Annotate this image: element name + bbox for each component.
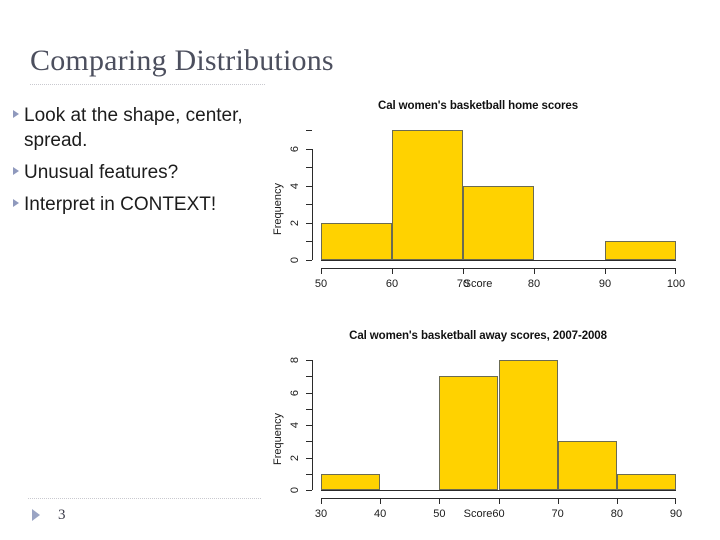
x-axis-tick — [616, 498, 618, 504]
x-axis-tick — [439, 498, 441, 504]
x-tick-label: 100 — [666, 278, 686, 290]
y-axis-tick — [306, 260, 312, 261]
y-axis-minor-tick — [306, 167, 312, 169]
x-tick-label: 90 — [598, 278, 612, 290]
y-axis-minor-tick — [306, 376, 312, 378]
histogram-home-scores: Cal women's basketball home scores Frequ… — [258, 100, 698, 300]
y-tick-label: 0 — [289, 256, 301, 264]
x-axis-tick — [675, 268, 676, 274]
y-axis-tick — [306, 490, 312, 491]
bullet-list: Look at the shape, center, spread. Unusu… — [8, 103, 258, 224]
x-axis-tick — [321, 268, 322, 274]
y-axis-tick — [306, 392, 312, 394]
x-tick-label: 70 — [456, 278, 470, 290]
x-axis-tick — [605, 268, 606, 274]
triangle-footer-icon — [32, 509, 40, 521]
x-axis-label: Score — [463, 278, 493, 290]
y-axis-tick — [306, 360, 312, 361]
x-tick-label: 50 — [314, 278, 328, 290]
list-item: Unusual features? — [8, 160, 258, 185]
y-axis-minor-tick — [306, 204, 312, 206]
triangle-bullet-icon — [8, 192, 24, 207]
bullet-text: Look at the shape, center, spread. — [24, 105, 243, 151]
y-axis-minor-tick — [306, 241, 312, 243]
chart-title: Cal women's basketball home scores — [377, 100, 579, 112]
bullet-text: Interpret in CONTEXT! — [24, 194, 217, 215]
y-tick-label: 8 — [289, 356, 301, 364]
y-axis-line — [312, 148, 313, 260]
triangle-bullet-icon — [8, 103, 24, 118]
histogram-bar — [321, 222, 392, 260]
x-tick-label: 60 — [385, 278, 399, 290]
x-tick-label: 70 — [551, 508, 564, 520]
y-axis-label: Frequency — [272, 413, 284, 465]
y-tick-label: 2 — [289, 454, 301, 461]
y-axis-minor-tick — [306, 473, 312, 475]
x-axis-tick — [321, 498, 322, 504]
bullet-text: Unusual features? — [24, 162, 179, 183]
list-item: Look at the shape, center, spread. — [8, 103, 258, 153]
x-axis-tick-rail — [321, 498, 676, 499]
histogram-bar — [392, 130, 463, 260]
x-axis-line — [321, 490, 676, 491]
histogram-bar — [321, 473, 381, 490]
x-axis-tick — [534, 268, 535, 274]
x-tick-label: 90 — [669, 508, 683, 520]
y-axis-minor-tick — [306, 441, 312, 443]
list-item: Interpret in CONTEXT! — [8, 192, 258, 217]
chart-title: Cal women's basketball away scores, 2007… — [349, 330, 607, 342]
y-axis-tick — [306, 185, 312, 187]
y-tick-label: 2 — [289, 219, 301, 226]
histogram-bar — [557, 441, 617, 490]
x-tick-label: 40 — [374, 508, 387, 520]
y-axis-minor-tick — [306, 408, 312, 410]
x-axis-tick — [675, 498, 676, 504]
histogram-bar — [463, 185, 534, 260]
triangle-bullet-icon — [8, 160, 24, 175]
histogram-away-scores: Cal women's basketball away scores, 2007… — [258, 330, 698, 530]
histogram-bar — [616, 473, 676, 490]
page-title: Comparing Distributions — [30, 44, 334, 77]
x-tick-label: 60 — [492, 508, 505, 520]
y-axis-tick — [306, 425, 312, 426]
x-axis-tick-rail — [321, 268, 676, 269]
x-tick-label: 50 — [433, 508, 446, 520]
plot-area: 30 40 50 60 70 80 90 0 2 4 6 8 — [289, 357, 682, 520]
footer-divider — [28, 498, 261, 499]
x-axis-line — [321, 260, 676, 261]
x-axis-tick — [380, 498, 382, 504]
y-tick-label: 6 — [289, 145, 301, 152]
y-tick-label: 0 — [289, 486, 301, 494]
x-axis-tick — [463, 268, 464, 274]
x-axis-tick — [392, 268, 393, 274]
title-divider — [30, 84, 265, 85]
x-axis-label: Score — [463, 508, 493, 520]
plot-area: 50 60 70 80 90 100 0 2 4 6 — [289, 130, 685, 290]
y-axis-tick — [306, 457, 312, 459]
y-tick-label: 4 — [289, 421, 301, 429]
y-axis-label: Frequency — [272, 183, 284, 235]
y-axis-line — [312, 360, 313, 490]
y-tick-label: 4 — [289, 182, 301, 189]
y-tick-label: 6 — [289, 389, 301, 396]
slide-number: 3 — [58, 507, 66, 523]
y-axis-tick — [306, 222, 312, 224]
x-axis-tick — [498, 498, 500, 504]
histogram-bar — [605, 241, 676, 260]
y-axis-tick — [306, 148, 312, 150]
x-axis-tick — [557, 498, 559, 504]
x-tick-label: 80 — [610, 508, 623, 520]
x-tick-label: 80 — [527, 278, 541, 290]
y-axis-minor-tick — [306, 130, 312, 131]
histogram-bar — [498, 360, 558, 490]
x-tick-label: 30 — [314, 508, 328, 520]
histogram-bar — [439, 376, 499, 490]
